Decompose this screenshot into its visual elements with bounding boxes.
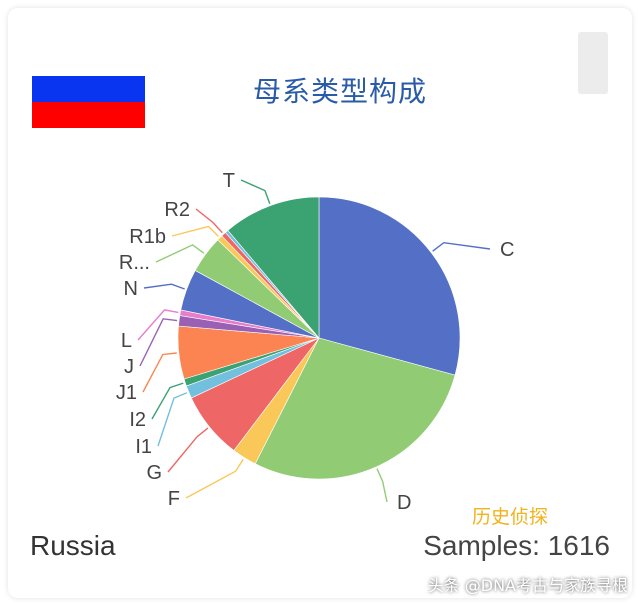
slice-label-n: N: [124, 278, 138, 300]
slice-label-r2: R2: [164, 199, 190, 221]
leader-line-g: [167, 427, 209, 473]
source-credit: 头条 @DNA考古与家族寻根: [427, 576, 628, 595]
slice-label-r1b: R1b: [129, 226, 166, 248]
leader-line-r: [155, 244, 205, 263]
leader-line-f: [185, 458, 244, 499]
slice-label-l: L: [121, 330, 132, 352]
pie-slice-t: [227, 196, 320, 339]
slice-label-c: C: [500, 239, 514, 261]
slice-label-d: D: [397, 492, 411, 514]
slice-label-g: G: [146, 462, 162, 484]
corner-placeholder: [578, 32, 608, 94]
pie-slice-c: [318, 196, 461, 376]
slice-label-i2: I2: [129, 409, 146, 431]
leader-line-c: [432, 241, 491, 252]
slice-label-r: R...: [119, 252, 150, 274]
leader-line-j: [139, 318, 178, 367]
leader-line-r1b: [171, 225, 219, 237]
slice-label-i1: I1: [135, 436, 152, 458]
slice-label-t: T: [223, 170, 235, 192]
samples-count: Samples: 1616: [423, 530, 610, 561]
country-label: Russia: [30, 530, 116, 561]
leader-line-n: [143, 283, 185, 290]
pie-slice-d: [254, 337, 456, 480]
leader-line-i2: [151, 382, 184, 420]
slice-label-j1: J1: [116, 382, 137, 404]
russia-flag-icon: [32, 76, 145, 128]
leader-line-d: [376, 468, 388, 503]
leader-line-t: [240, 179, 271, 204]
watermark-text: 历史侦探: [472, 506, 549, 528]
slice-label-f: F: [168, 488, 180, 510]
chart-title: 母系类型构成: [252, 75, 427, 108]
leader-line-j1: [142, 352, 177, 393]
slice-label-j: J: [124, 356, 134, 378]
flag-band-blue: [32, 76, 145, 102]
leader-line-r2: [195, 208, 223, 234]
flag-band-red: [32, 102, 145, 128]
leader-line-l: [137, 309, 179, 341]
leader-line-i1: [157, 392, 188, 447]
